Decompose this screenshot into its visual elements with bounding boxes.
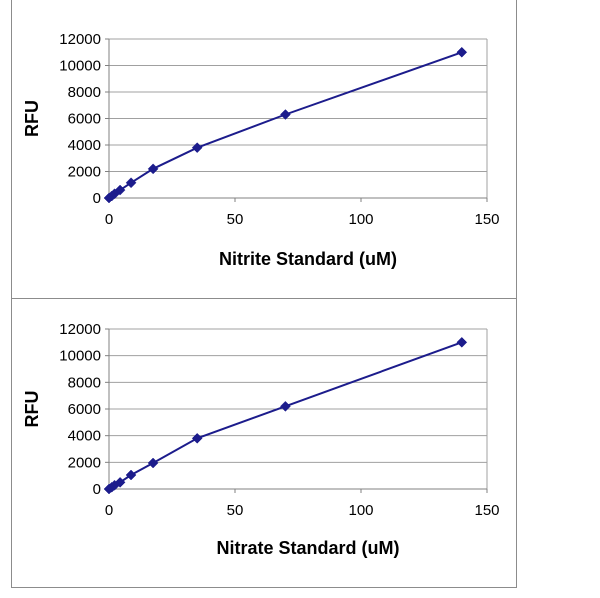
x-tick-label: 50 <box>227 211 244 228</box>
x-tick-label: 150 <box>474 211 499 228</box>
y-tick-label: 10000 <box>59 58 101 75</box>
data-point <box>456 336 468 348</box>
x-tick-label: 0 <box>105 211 113 228</box>
y-tick-label: 12000 <box>59 321 101 338</box>
data-point <box>280 400 291 412</box>
series-line <box>108 341 463 490</box>
y-axis-title: RFU <box>22 391 42 428</box>
y-tick-label: 12000 <box>59 31 101 48</box>
y-axis-title: RFU <box>22 100 42 137</box>
data-point <box>280 109 291 120</box>
x-axis-title: Nitrite Standard (uM) <box>219 249 397 269</box>
y-tick-label: 10000 <box>59 348 101 365</box>
x-tick-label: 150 <box>474 502 499 519</box>
y-tick-label: 6000 <box>68 401 101 418</box>
x-axis-title: Nitrate Standard (uM) <box>216 538 399 558</box>
nitrate-chart-panel: 0 2000 4000 6000 8000 10000 12000 0 50 100 150 Nitr… <box>11 298 517 588</box>
data-point <box>114 184 126 196</box>
nitrate-standard-chart: 0 2000 4000 6000 8000 10000 12000 0 50 100 150 Nitr… <box>22 321 500 558</box>
data-point <box>147 163 159 175</box>
y-tick-label: 6000 <box>68 111 101 128</box>
y-tick-label: 0 <box>93 481 101 498</box>
x-tick-label: 50 <box>227 502 244 519</box>
y-tick-label: 8000 <box>68 84 101 101</box>
data-point <box>191 432 203 444</box>
y-tick-label: 2000 <box>68 164 101 181</box>
data-point <box>125 177 137 189</box>
x-tick-label: 100 <box>348 502 373 519</box>
nitrite-standard-chart: 0 2000 4000 6000 8000 10000 12000 0 50 100 150 Nitr… <box>22 31 500 269</box>
data-point <box>114 476 126 488</box>
data-point <box>147 457 159 469</box>
nitrite-chart-panel: 0 2000 4000 6000 8000 10000 12000 0 50 100 150 Nitr… <box>11 0 517 299</box>
series-line <box>108 51 463 199</box>
y-tick-label: 8000 <box>68 374 101 391</box>
y-tick-label: 4000 <box>68 137 101 154</box>
y-tick-label: 4000 <box>68 428 101 445</box>
y-tick-label: 0 <box>93 190 101 207</box>
y-tick-label: 2000 <box>68 454 101 471</box>
data-point <box>456 46 468 58</box>
data-point <box>191 142 203 154</box>
x-tick-label: 100 <box>348 211 373 228</box>
data-point <box>125 469 137 481</box>
x-tick-label: 0 <box>105 502 113 519</box>
